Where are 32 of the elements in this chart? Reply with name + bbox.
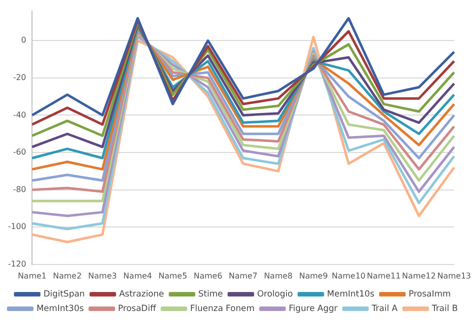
x-tick-label: Name2 <box>52 271 82 280</box>
y-tick-label: 0 <box>21 36 26 45</box>
legend-label: ProsaImm <box>408 289 451 300</box>
y-tick-label: -100 <box>8 222 26 232</box>
x-tick-label: Name3 <box>88 271 117 280</box>
legend-label: Trail B <box>430 304 458 314</box>
y-tick-label: -120 <box>8 259 26 268</box>
legend-label: Figure Aggr <box>288 304 338 314</box>
x-tick-label: Name11 <box>366 271 401 280</box>
x-tick-label: Name5 <box>158 271 188 280</box>
x-tick-label: Name8 <box>264 271 293 280</box>
legend-label: Orologio <box>257 289 293 300</box>
legend-label: MemInt30s <box>36 304 84 314</box>
legend-label: Astrazione <box>119 289 164 300</box>
x-tick-label: Name1 <box>18 271 47 280</box>
legend-label: Trail A <box>370 304 398 314</box>
legend-label: DigitSpan <box>43 289 85 300</box>
x-tick-label: Name4 <box>123 271 152 280</box>
y-tick-label: -80 <box>13 184 26 194</box>
x-tick-label: Name7 <box>228 271 258 280</box>
x-tick-label: Name12 <box>402 271 436 280</box>
legend-label: Stime <box>198 289 223 300</box>
x-tick-label: Name6 <box>194 271 222 280</box>
y-tick-label: -40 <box>13 110 26 120</box>
legend-label: ProsaDiff <box>118 304 158 314</box>
y-tick-label: -20 <box>13 73 26 82</box>
legend-label: MemInt10s <box>327 289 375 300</box>
legend-label: Fluenza Fonem <box>190 304 254 314</box>
x-tick-label: Name9 <box>299 271 328 280</box>
x-tick-label: Name13 <box>437 271 471 280</box>
y-tick-label: -60 <box>13 148 26 157</box>
x-tick-label: Name10 <box>332 271 366 280</box>
